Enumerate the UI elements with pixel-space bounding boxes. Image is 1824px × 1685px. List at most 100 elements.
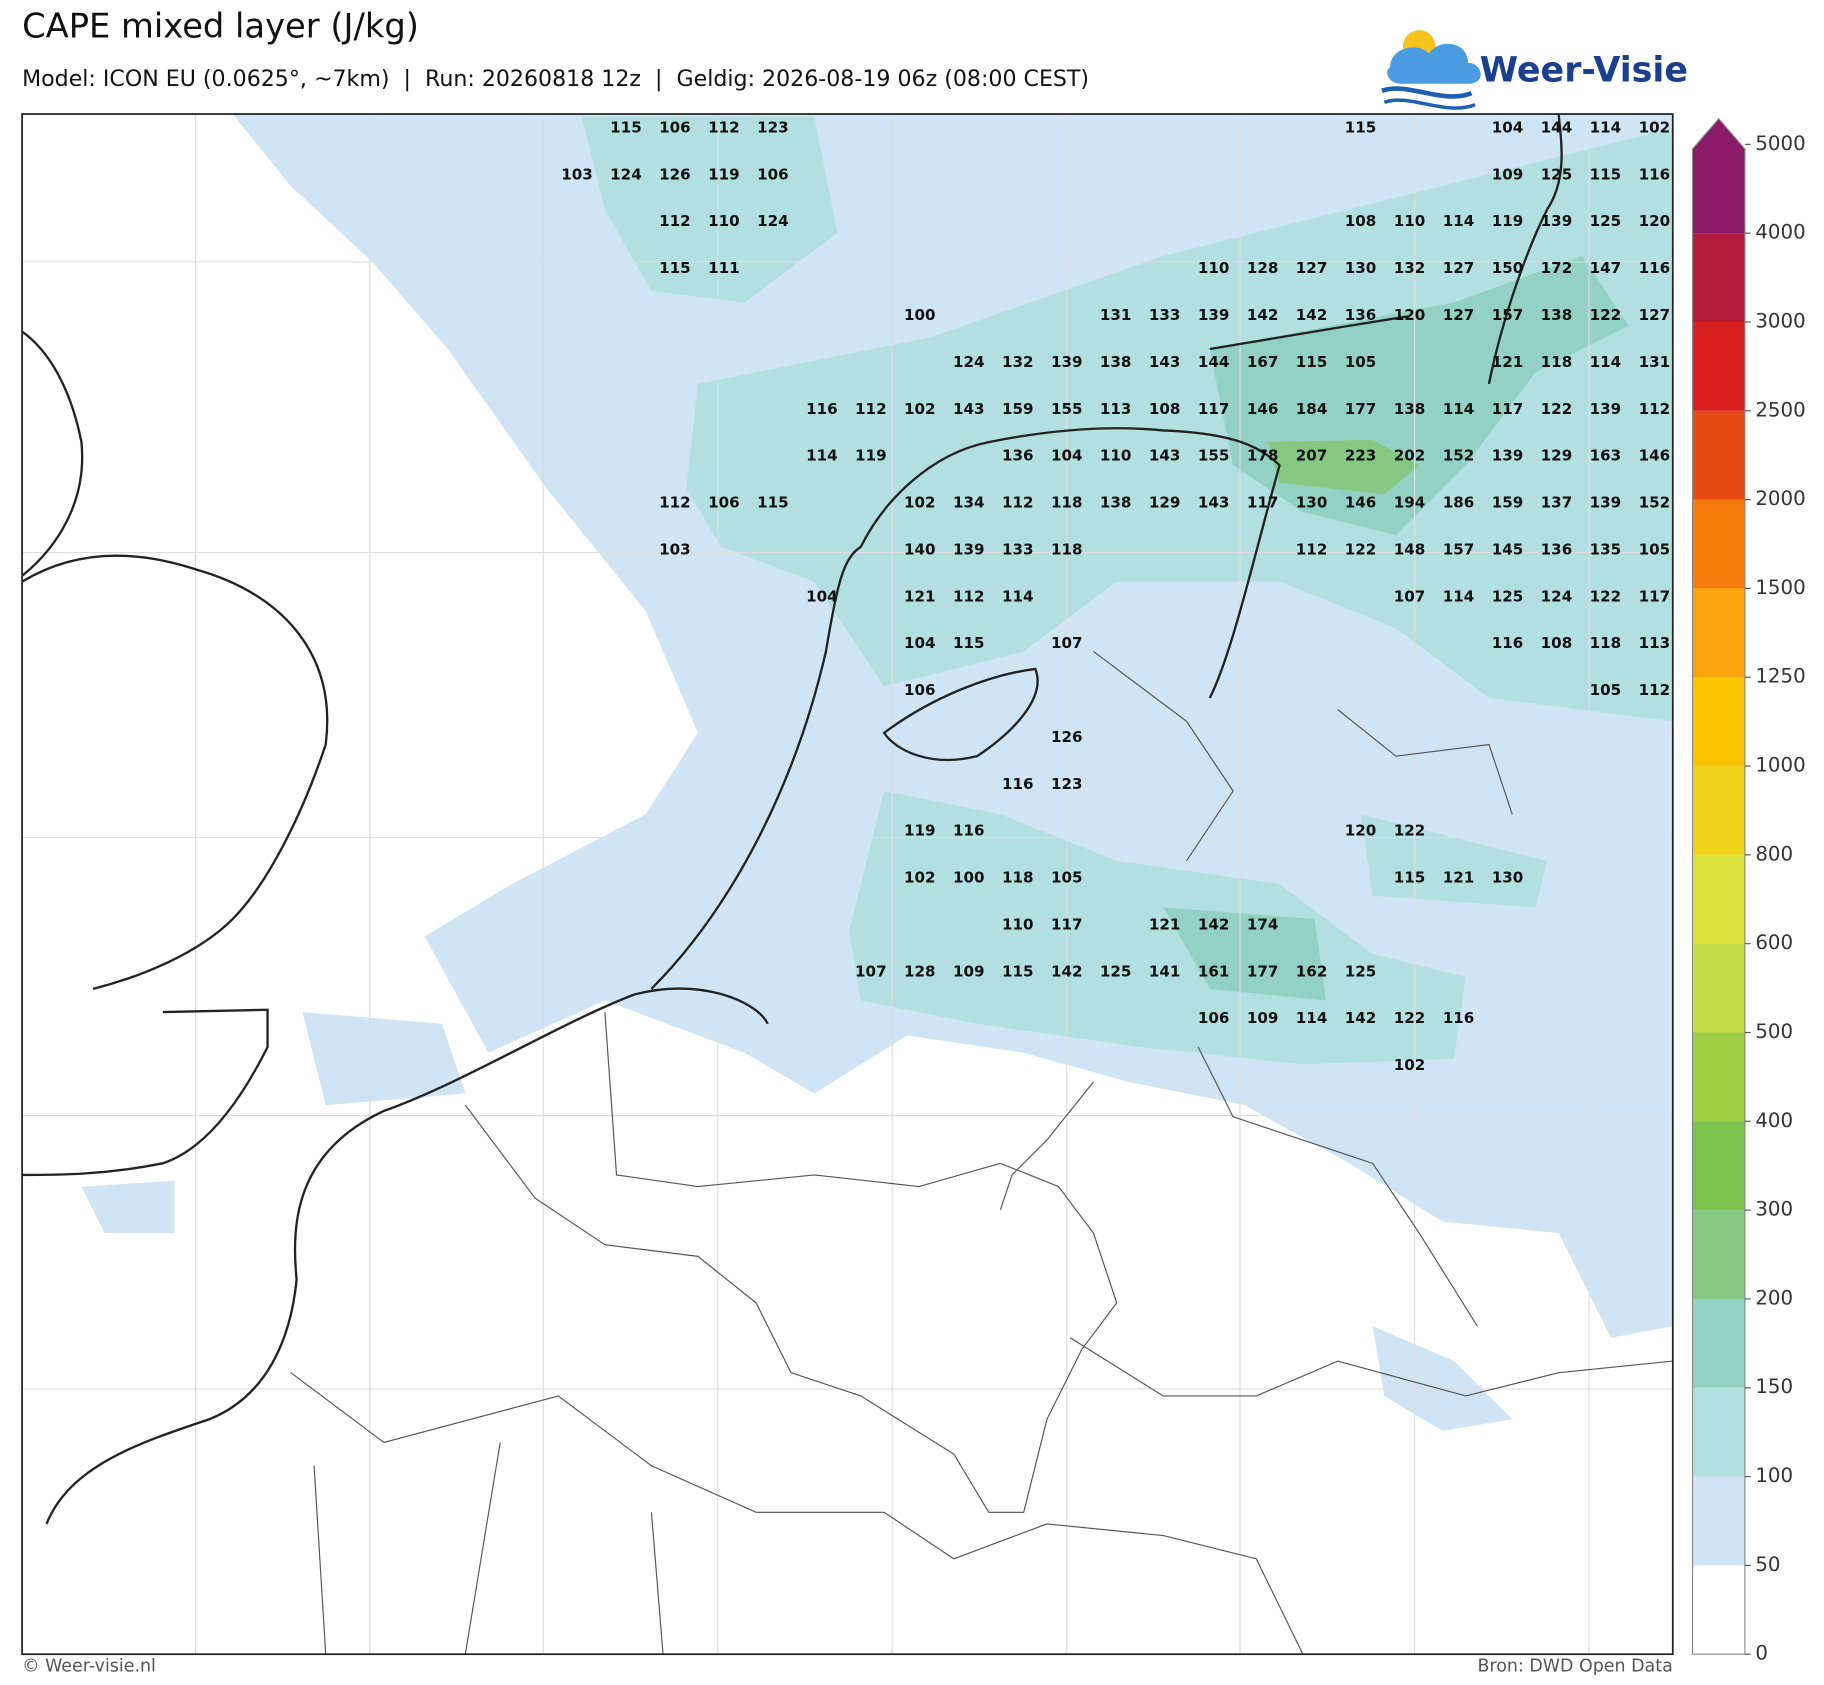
cape-value-label: 159 bbox=[1002, 400, 1034, 418]
cape-value-label: 161 bbox=[1198, 962, 1230, 980]
cape-value-label: 113 bbox=[1639, 634, 1671, 652]
cape-value-label: 207 bbox=[1296, 447, 1328, 465]
cape-value-label: 102 bbox=[904, 869, 936, 887]
cape-value-label: 119 bbox=[904, 822, 936, 840]
cape-value-label: 114 bbox=[1443, 400, 1475, 418]
cape-value-label: 155 bbox=[1051, 400, 1083, 418]
cape-value-label: 125 bbox=[1492, 587, 1524, 605]
cape-value-label: 134 bbox=[953, 494, 985, 512]
cape-value-label: 127 bbox=[1443, 306, 1475, 324]
cape-value-label: 117 bbox=[1198, 400, 1230, 418]
cape-value-label: 139 bbox=[1492, 447, 1524, 465]
colorbar-tick-label: 0 bbox=[1755, 1642, 1768, 1665]
colorbar-tick-label: 600 bbox=[1755, 931, 1793, 954]
colorbar-bin bbox=[1692, 766, 1745, 855]
colorbar-tick-label: 500 bbox=[1755, 1020, 1793, 1043]
cape-value-label: 126 bbox=[659, 165, 691, 183]
cape-value-label: 223 bbox=[1345, 447, 1377, 465]
colorbar-bin bbox=[1692, 499, 1745, 589]
cape-value-label: 115 bbox=[610, 119, 642, 137]
cape-value-label: 138 bbox=[1394, 400, 1426, 418]
cape-value-label: 123 bbox=[1051, 775, 1083, 793]
colorbar-bin bbox=[1692, 943, 1745, 1033]
cape-value-label: 143 bbox=[1149, 447, 1181, 465]
map-grid bbox=[22, 114, 1673, 1655]
cape-value-label: 129 bbox=[1541, 447, 1573, 465]
footer-source: Bron: DWD Open Data bbox=[1477, 1657, 1672, 1677]
cape-value-label: 104 bbox=[904, 634, 936, 652]
cape-value-label: 130 bbox=[1345, 259, 1377, 277]
map: 115 106 112 123 115 104 144 114 102 103 124 126 119 1… bbox=[21, 113, 1674, 1656]
cape-value-label: 202 bbox=[1394, 447, 1426, 465]
cape-shade-200 bbox=[1267, 439, 1420, 495]
cape-value-label: 124 bbox=[610, 165, 642, 183]
cape-value-label: 177 bbox=[1247, 962, 1279, 980]
cape-value-label: 178 bbox=[1247, 447, 1279, 465]
cape-value-label: 159 bbox=[1492, 494, 1524, 512]
cape-value-label: 122 bbox=[1394, 822, 1426, 840]
cape-value-label: 162 bbox=[1296, 962, 1328, 980]
cape-value-label: 108 bbox=[1541, 634, 1573, 652]
cape-value-label: 116 bbox=[1639, 259, 1671, 277]
cape-value-label: 118 bbox=[1051, 540, 1083, 558]
cape-value-label: 142 bbox=[1198, 915, 1230, 933]
colorbar-bin bbox=[1692, 854, 1745, 944]
cape-value-label: 138 bbox=[1541, 306, 1573, 324]
cape-value-label: 112 bbox=[1002, 494, 1034, 512]
colorbar-tick-label: 150 bbox=[1755, 1375, 1793, 1398]
cape-value-label: 125 bbox=[1541, 165, 1573, 183]
cape-value-label: 135 bbox=[1590, 540, 1622, 558]
cape-value-label: 117 bbox=[1492, 400, 1524, 418]
cape-value-label: 112 bbox=[659, 494, 691, 512]
cape-value-label: 120 bbox=[1394, 306, 1426, 324]
cape-value-label: 115 bbox=[659, 259, 691, 277]
cape-value-label: 102 bbox=[1639, 119, 1671, 137]
cape-value-label: 108 bbox=[1345, 212, 1377, 230]
colorbar-bin bbox=[1692, 410, 1745, 500]
cape-value-label: 118 bbox=[1590, 634, 1622, 652]
cape-value-label: 119 bbox=[1492, 212, 1524, 230]
cape-value-label: 107 bbox=[855, 962, 887, 980]
colorbar-bin bbox=[1692, 1476, 1745, 1566]
cape-value-label: 122 bbox=[1394, 1009, 1426, 1027]
cape-value-label: 132 bbox=[1394, 259, 1426, 277]
colorbar-tick-label: 300 bbox=[1755, 1198, 1793, 1221]
cape-value-label: 109 bbox=[1247, 1009, 1279, 1027]
cape-value-label: 133 bbox=[1002, 540, 1034, 558]
cape-value-label: 122 bbox=[1345, 540, 1377, 558]
cape-value-label: 112 bbox=[953, 587, 985, 605]
cape-value-label: 121 bbox=[904, 587, 936, 605]
cape-value-label: 144 bbox=[1541, 119, 1573, 137]
cape-value-label: 100 bbox=[953, 869, 985, 887]
cape-value-label: 131 bbox=[1639, 353, 1671, 371]
cape-value-label: 139 bbox=[1590, 400, 1622, 418]
cape-value-label: 116 bbox=[953, 822, 985, 840]
cape-value-label: 115 bbox=[1590, 165, 1622, 183]
colorbar-arrow bbox=[1692, 118, 1745, 234]
cape-value-label: 115 bbox=[1296, 353, 1328, 371]
cape-value-label: 143 bbox=[1198, 494, 1230, 512]
value-labels: 115 106 112 123 115 104 144 114 102 103 124 126 119 1… bbox=[561, 119, 1670, 1075]
cape-value-label: 146 bbox=[1639, 447, 1671, 465]
cape-value-label: 114 bbox=[1590, 353, 1622, 371]
cape-value-label: 110 bbox=[1100, 447, 1132, 465]
cape-value-label: 172 bbox=[1541, 259, 1573, 277]
colorbar-tick-label: 5000 bbox=[1755, 132, 1805, 155]
cape-value-label: 125 bbox=[1100, 962, 1132, 980]
cape-value-label: 113 bbox=[1100, 400, 1132, 418]
cape-value-label: 123 bbox=[757, 119, 789, 137]
cape-value-label: 115 bbox=[953, 634, 985, 652]
cape-value-label: 105 bbox=[1051, 869, 1083, 887]
cape-value-label: 124 bbox=[1541, 587, 1573, 605]
cape-value-label: 109 bbox=[953, 962, 985, 980]
colorbar-tick-label: 400 bbox=[1755, 1109, 1793, 1132]
cape-value-label: 128 bbox=[1247, 259, 1279, 277]
cape-value-label: 117 bbox=[1051, 915, 1083, 933]
cape-value-label: 112 bbox=[1639, 681, 1671, 699]
cape-value-label: 114 bbox=[1296, 1009, 1328, 1027]
cape-value-label: 128 bbox=[904, 962, 936, 980]
logo-text: Weer-Visie bbox=[1480, 50, 1688, 90]
cape-value-label: 139 bbox=[1541, 212, 1573, 230]
cape-value-label: 122 bbox=[1590, 306, 1622, 324]
cape-value-label: 157 bbox=[1443, 540, 1475, 558]
